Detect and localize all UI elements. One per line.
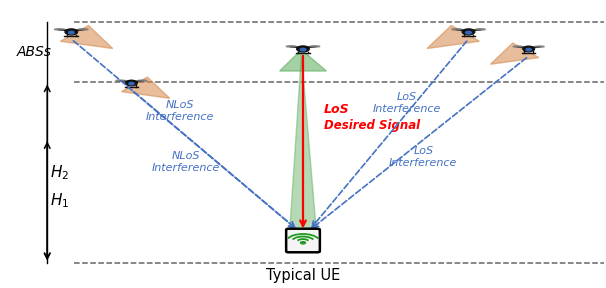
- Text: $H_1$: $H_1$: [50, 192, 69, 210]
- Circle shape: [301, 242, 305, 244]
- Ellipse shape: [138, 80, 147, 81]
- Circle shape: [129, 82, 134, 85]
- Polygon shape: [290, 54, 316, 230]
- Ellipse shape: [535, 46, 544, 47]
- Text: ABSs: ABSs: [17, 45, 52, 59]
- Polygon shape: [490, 43, 539, 64]
- Polygon shape: [427, 25, 479, 49]
- Circle shape: [523, 46, 534, 52]
- Circle shape: [297, 46, 309, 52]
- Ellipse shape: [310, 46, 320, 47]
- Circle shape: [68, 31, 74, 34]
- Circle shape: [65, 29, 78, 35]
- Ellipse shape: [475, 29, 485, 30]
- Polygon shape: [61, 25, 113, 49]
- Ellipse shape: [55, 29, 64, 30]
- Circle shape: [462, 29, 474, 35]
- Polygon shape: [121, 77, 170, 98]
- Text: LoS
Interference: LoS Interference: [389, 146, 458, 168]
- Ellipse shape: [513, 46, 522, 47]
- Circle shape: [465, 31, 471, 34]
- Circle shape: [125, 80, 137, 86]
- Ellipse shape: [286, 46, 296, 47]
- Circle shape: [300, 48, 306, 51]
- Polygon shape: [279, 50, 327, 71]
- Text: Typical UE: Typical UE: [266, 268, 340, 283]
- FancyBboxPatch shape: [286, 229, 320, 252]
- Text: NLoS
Interference: NLoS Interference: [145, 100, 214, 122]
- Text: LoS: LoS: [324, 103, 350, 116]
- Ellipse shape: [78, 29, 88, 30]
- Circle shape: [526, 48, 531, 51]
- Ellipse shape: [116, 80, 125, 81]
- Text: NLoS
Interference: NLoS Interference: [152, 151, 220, 173]
- Text: Desired Signal: Desired Signal: [324, 119, 420, 132]
- Ellipse shape: [451, 29, 462, 30]
- Text: LoS
Interference: LoS Interference: [372, 92, 441, 114]
- Text: $H_2$: $H_2$: [50, 163, 69, 182]
